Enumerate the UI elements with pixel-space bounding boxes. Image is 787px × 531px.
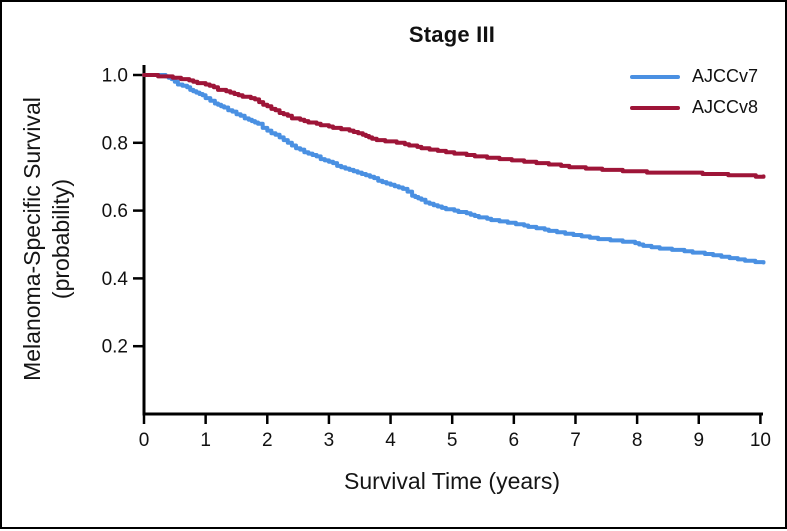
x-tick-label: 4 [385,430,396,451]
x-tick-label: 5 [447,430,458,451]
y-axis-title-line1: Melanoma-Specific Survival [19,97,45,381]
chart-title: Stage III [408,22,496,47]
y-axis-title: Melanoma-Specific Survival (probability) [18,39,76,439]
series-line-ajccv7 [142,73,766,265]
y-axis-title-line2: (probability) [48,178,74,300]
series-line-ajccv8 [142,73,766,179]
x-tick-label: 2 [262,430,273,451]
legend-label-ajccv8: AJCCv8 [692,97,759,117]
x-tick-label: 10 [750,430,771,451]
legend-line-ajccv8 [630,105,680,110]
y-tick-label: 0.6 [102,201,128,222]
legend-label-ajccv7: AJCCv7 [692,66,759,86]
legend-line-ajccv7 [630,74,680,79]
x-tick-label: 1 [200,430,211,451]
legend-row-ajccv7: AJCCv7 [630,61,780,92]
x-tick-label: 6 [509,430,520,451]
x-tick-label: 8 [632,430,643,451]
legend: AJCCv7 AJCCv8 [630,61,780,123]
x-tick-label: 7 [570,430,581,451]
y-tick-label: 0.8 [102,133,128,154]
y-tick-label: 1.0 [102,66,128,87]
legend-row-ajccv8: AJCCv8 [630,92,780,123]
x-tick-label: 0 [139,430,150,451]
x-tick-label: 9 [693,430,704,451]
x-axis-title: Survival Time (years) [344,468,560,494]
y-tick-label: 0.2 [102,337,128,358]
y-tick-label: 0.4 [102,269,129,290]
x-tick-label: 3 [324,430,335,451]
